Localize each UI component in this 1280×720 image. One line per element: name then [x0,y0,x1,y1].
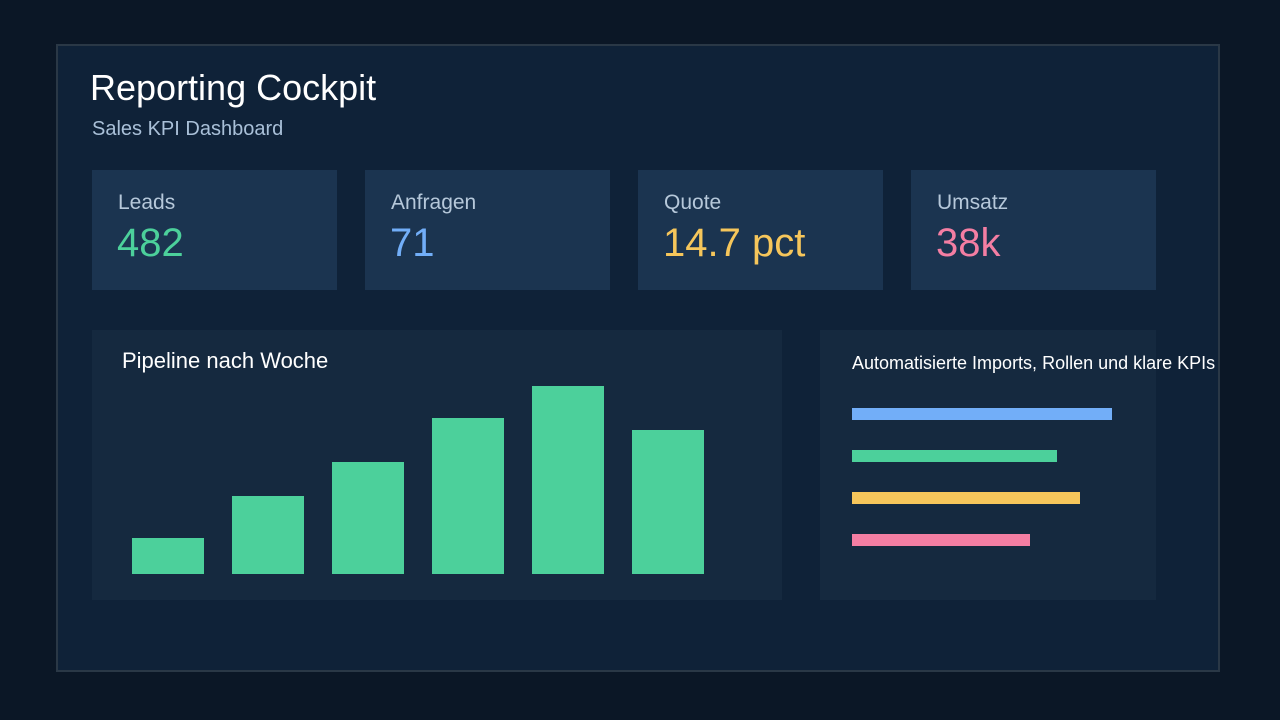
kpi-value: 38k [936,221,1001,265]
kpi-value: 482 [117,221,184,265]
kpi-value: 14.7 pct [663,221,806,265]
kpi-label: Quote [664,191,722,214]
pipeline-bar [632,430,704,574]
features-panel-title: Automatisierte Imports, Rollen und klare… [852,353,1216,373]
pipeline-bar [332,462,404,574]
feature-bar [852,534,1030,546]
pipeline-bar [432,418,504,574]
kpi-value: 71 [390,221,435,265]
kpi-label: Anfragen [391,191,477,214]
pipeline-bar [532,386,604,574]
kpi-card-umsatz[interactable]: Umsatz 38k [911,170,1156,290]
kpi-card-anfragen[interactable]: Anfragen 71 [365,170,610,290]
kpi-label: Leads [118,191,176,214]
features-panel [820,330,1156,600]
feature-bar [852,408,1112,420]
kpi-label: Umsatz [937,191,1009,214]
page-subtitle: Sales KPI Dashboard [92,118,284,140]
feature-bar [852,450,1057,462]
page-title: Reporting Cockpit [90,67,377,108]
pipeline-bar [232,496,304,574]
pipeline-bar [132,538,204,574]
kpi-card-quote[interactable]: Quote 14.7 pct [638,170,883,290]
pipeline-chart-title: Pipeline nach Woche [122,348,329,373]
kpi-card-leads[interactable]: Leads 482 [92,170,337,290]
feature-bar [852,492,1080,504]
